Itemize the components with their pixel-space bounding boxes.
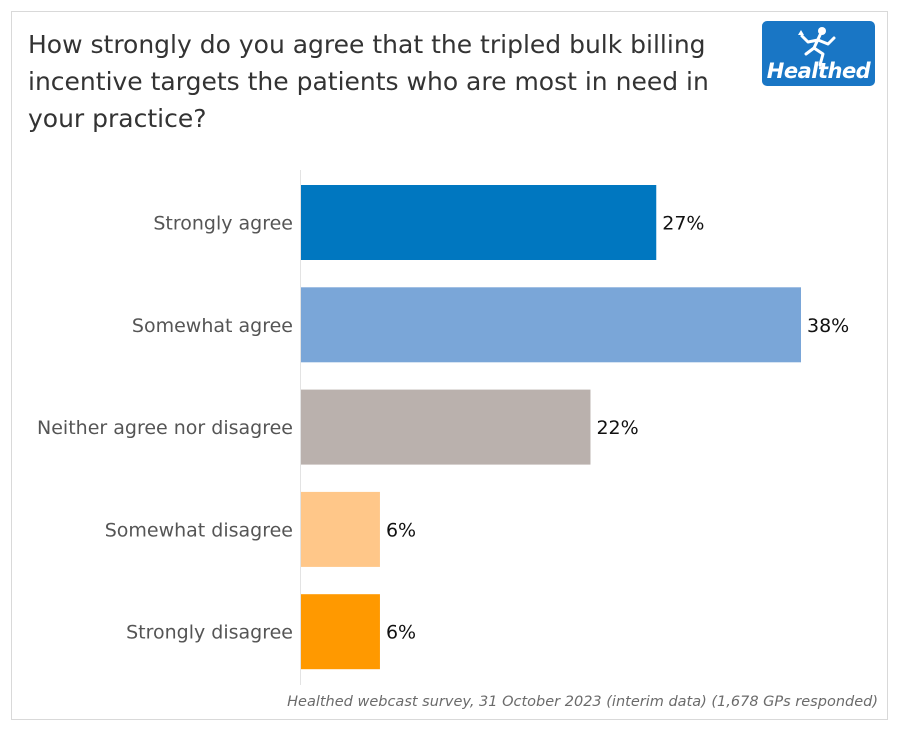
value-label-strongly-disagree: 6%: [386, 622, 416, 644]
bar-strongly-agree: [301, 185, 657, 260]
running-figure-icon: [798, 27, 836, 67]
bar-neither-agree-nor-disagree: [301, 389, 591, 465]
bar-strongly-disagree: [301, 594, 380, 670]
bars-group: Strongly agree 27% Somewhat agree 38% Neithe…: [37, 185, 849, 670]
category-label-neither-agree-nor-disagree: Neither agree nor disagree: [37, 417, 293, 439]
category-label-somewhat-disagree: Somewhat disagree: [105, 519, 293, 541]
value-label-somewhat-agree: 38%: [807, 315, 849, 337]
category-label-strongly-agree: Strongly agree: [153, 213, 293, 235]
value-label-somewhat-disagree: 6%: [386, 519, 416, 541]
chart-frame: [11, 11, 888, 720]
source-footnote: Healthed webcast survey, 31 October 2023…: [287, 694, 878, 710]
chart-title: How strongly do you agree that the tripl…: [28, 30, 709, 133]
category-label-somewhat-agree: Somewhat agree: [132, 315, 293, 337]
category-label-strongly-disagree: Strongly disagree: [126, 622, 293, 644]
healthed-logo: Healthed: [762, 21, 875, 86]
bar-somewhat-disagree: [301, 491, 380, 567]
logo-text: Healthed: [766, 59, 871, 83]
value-label-strongly-agree: 27%: [662, 213, 704, 235]
value-label-neither-agree-nor-disagree: 22%: [596, 417, 638, 439]
bar-somewhat-agree: [301, 287, 801, 363]
